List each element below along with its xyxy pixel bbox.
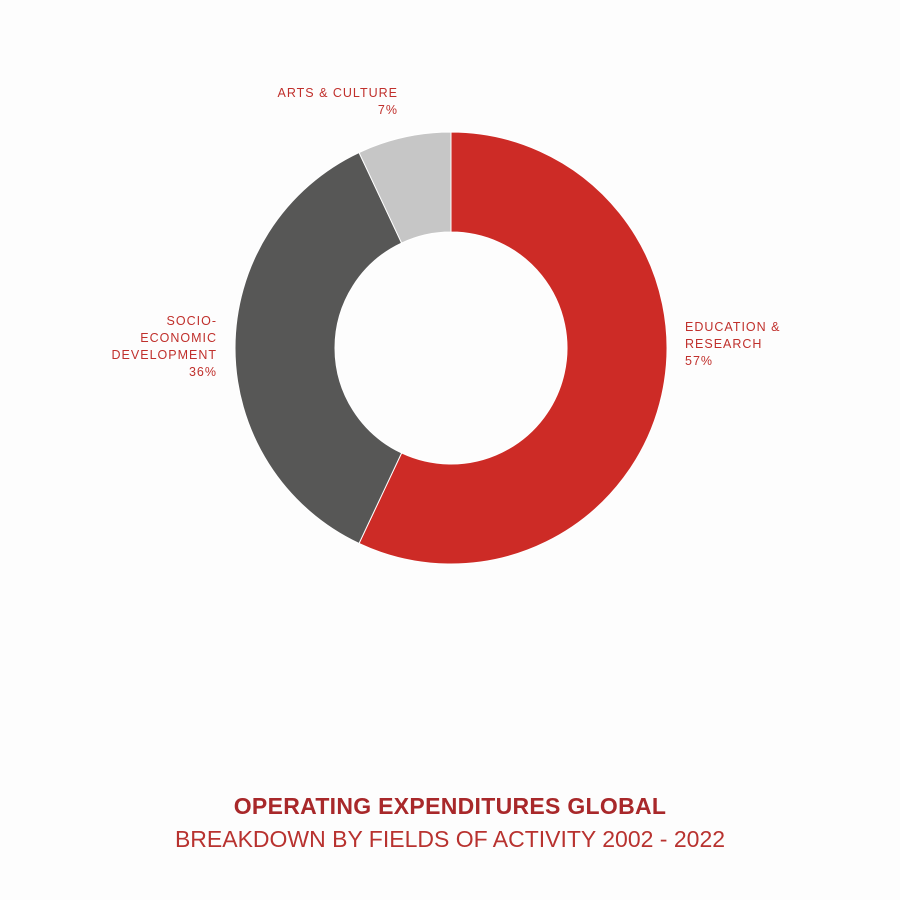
label-socio-economic-development: SOCIO- ECONOMIC DEVELOPMENT 36% xyxy=(112,313,217,381)
donut-slice-0 xyxy=(358,131,668,565)
value-label: 36% xyxy=(188,365,217,379)
label-line: ARTS & CULTURE xyxy=(277,86,398,100)
label-line: RESEARCH xyxy=(685,337,763,351)
label-line: SOCIO- xyxy=(166,314,217,328)
donut-slice-1 xyxy=(234,151,403,545)
label-line: DEVELOPMENT xyxy=(111,348,217,362)
label-arts-culture: ARTS & CULTURE 7% xyxy=(277,85,398,119)
label-line: ECONOMIC xyxy=(140,331,217,345)
donut-slice-2 xyxy=(358,131,452,244)
label-education-research: EDUCATION & RESEARCH 57% xyxy=(685,319,781,370)
value-label: 57% xyxy=(685,354,714,368)
value-label: 7% xyxy=(377,103,398,117)
label-line: EDUCATION & xyxy=(685,320,781,334)
chart-title: OPERATING EXPENDITURES GLOBAL xyxy=(233,793,667,819)
chart-subtitle: BREAKDOWN BY FIELDS OF ACTIVITY 2002 - 2… xyxy=(174,826,726,852)
